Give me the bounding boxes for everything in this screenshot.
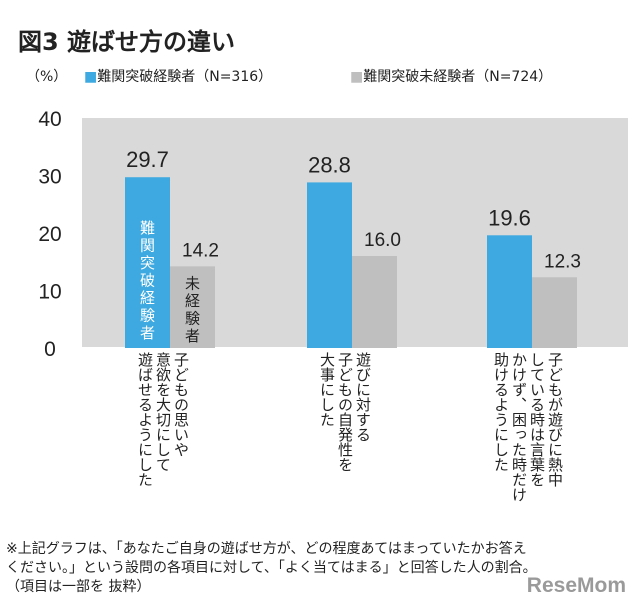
legend-swatch: ■ (84, 69, 98, 85)
bar (170, 266, 215, 348)
data-label: 16.0 (364, 230, 401, 251)
y-tick-label: 40 (38, 108, 61, 131)
resemom-logo: ReseMom (526, 574, 626, 597)
bar-inner-label: 経 (140, 289, 155, 307)
bar (307, 182, 352, 348)
footnote: ※上記グラフは、「あなたご自身の遊ばせ方が、どの程度あてはまっていたかお答え く… (6, 541, 537, 595)
y-tick-label: 0 (44, 338, 56, 361)
legend-label: 難関突破経験者（N=316） (97, 69, 273, 85)
category-label: 子どもの思いや 意欲を大切にして 遊ばせるようにした (136, 352, 190, 487)
y-tick-label: 20 (38, 223, 61, 246)
legend-swatch: ■ (350, 69, 364, 85)
y-tick-label: 30 (38, 166, 61, 189)
bar-inner-label: 経 (185, 292, 200, 310)
legend-item-inexperienced: ■難関突破未経験者（N=724） (350, 66, 552, 86)
bar (125, 177, 170, 348)
legend-label: 難関突破未経験者（N=724） (363, 69, 553, 85)
bar-inner-label: 破 (140, 272, 155, 290)
data-label: 14.2 (182, 240, 219, 261)
y-tick-label: 10 (38, 281, 61, 304)
chart-title: 図3 遊ばせ方の違い (18, 28, 236, 56)
category-label: 遊びに対する 子どもの自発性を 大事にした (318, 352, 372, 472)
bar-inner-label: 未 (185, 274, 200, 292)
bar-inner-label: 験 (140, 307, 155, 325)
data-label: 29.7 (126, 147, 169, 172)
bar-inner-label: 突 (140, 254, 155, 272)
category-label: 子どもが遊びに熱中 している時は言葉を かけず、困った時だけ 助けるようにした (492, 352, 564, 502)
bar-inner-label: 者 (140, 324, 155, 342)
bar (487, 235, 532, 348)
data-label: 12.3 (544, 251, 581, 272)
data-label: 19.6 (488, 205, 531, 230)
legend-item-experienced: ■難関突破経験者（N=316） (84, 66, 272, 86)
bar-inner-label: 者 (185, 327, 200, 345)
bar-inner-label: 関 (140, 237, 155, 255)
bar (352, 256, 397, 348)
y-axis-unit: （%） (26, 69, 68, 85)
bar-inner-label: 難 (140, 219, 155, 237)
data-label: 28.8 (308, 152, 351, 177)
bar (532, 277, 577, 348)
bar-inner-label: 験 (185, 309, 200, 327)
